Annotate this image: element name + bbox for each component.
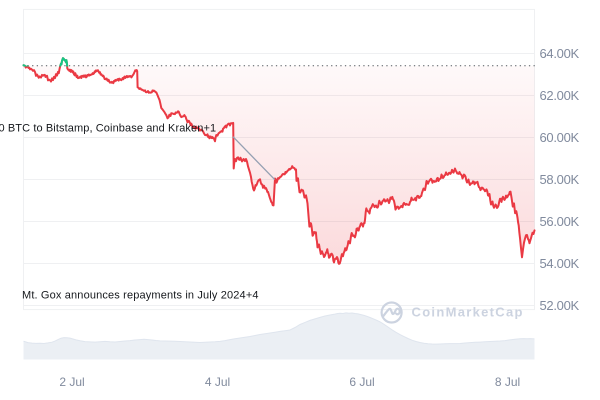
svg-text:54.00K: 54.00K bbox=[540, 256, 580, 271]
svg-text:64.00K: 64.00K bbox=[540, 46, 580, 61]
svg-text:62.00K: 62.00K bbox=[540, 88, 580, 103]
svg-text:CoinMarketCap: CoinMarketCap bbox=[412, 304, 524, 319]
svg-text:60.00K: 60.00K bbox=[540, 130, 580, 145]
svg-text:56.00K: 56.00K bbox=[540, 214, 580, 229]
svg-text:6 Jul: 6 Jul bbox=[349, 375, 374, 389]
svg-text:2 Jul: 2 Jul bbox=[59, 375, 84, 389]
svg-text:8 Jul: 8 Jul bbox=[495, 375, 520, 389]
svg-text:4 Jul: 4 Jul bbox=[205, 375, 230, 389]
svg-text:0 BTC to Bitstamp, Coinbase an: 0 BTC to Bitstamp, Coinbase and Kraken+1 bbox=[0, 123, 216, 135]
svg-text:Mt. Gox announces repayments i: Mt. Gox announces repayments in July 202… bbox=[22, 289, 259, 301]
svg-text:52.00K: 52.00K bbox=[540, 298, 580, 313]
svg-text:58.00K: 58.00K bbox=[540, 172, 580, 187]
